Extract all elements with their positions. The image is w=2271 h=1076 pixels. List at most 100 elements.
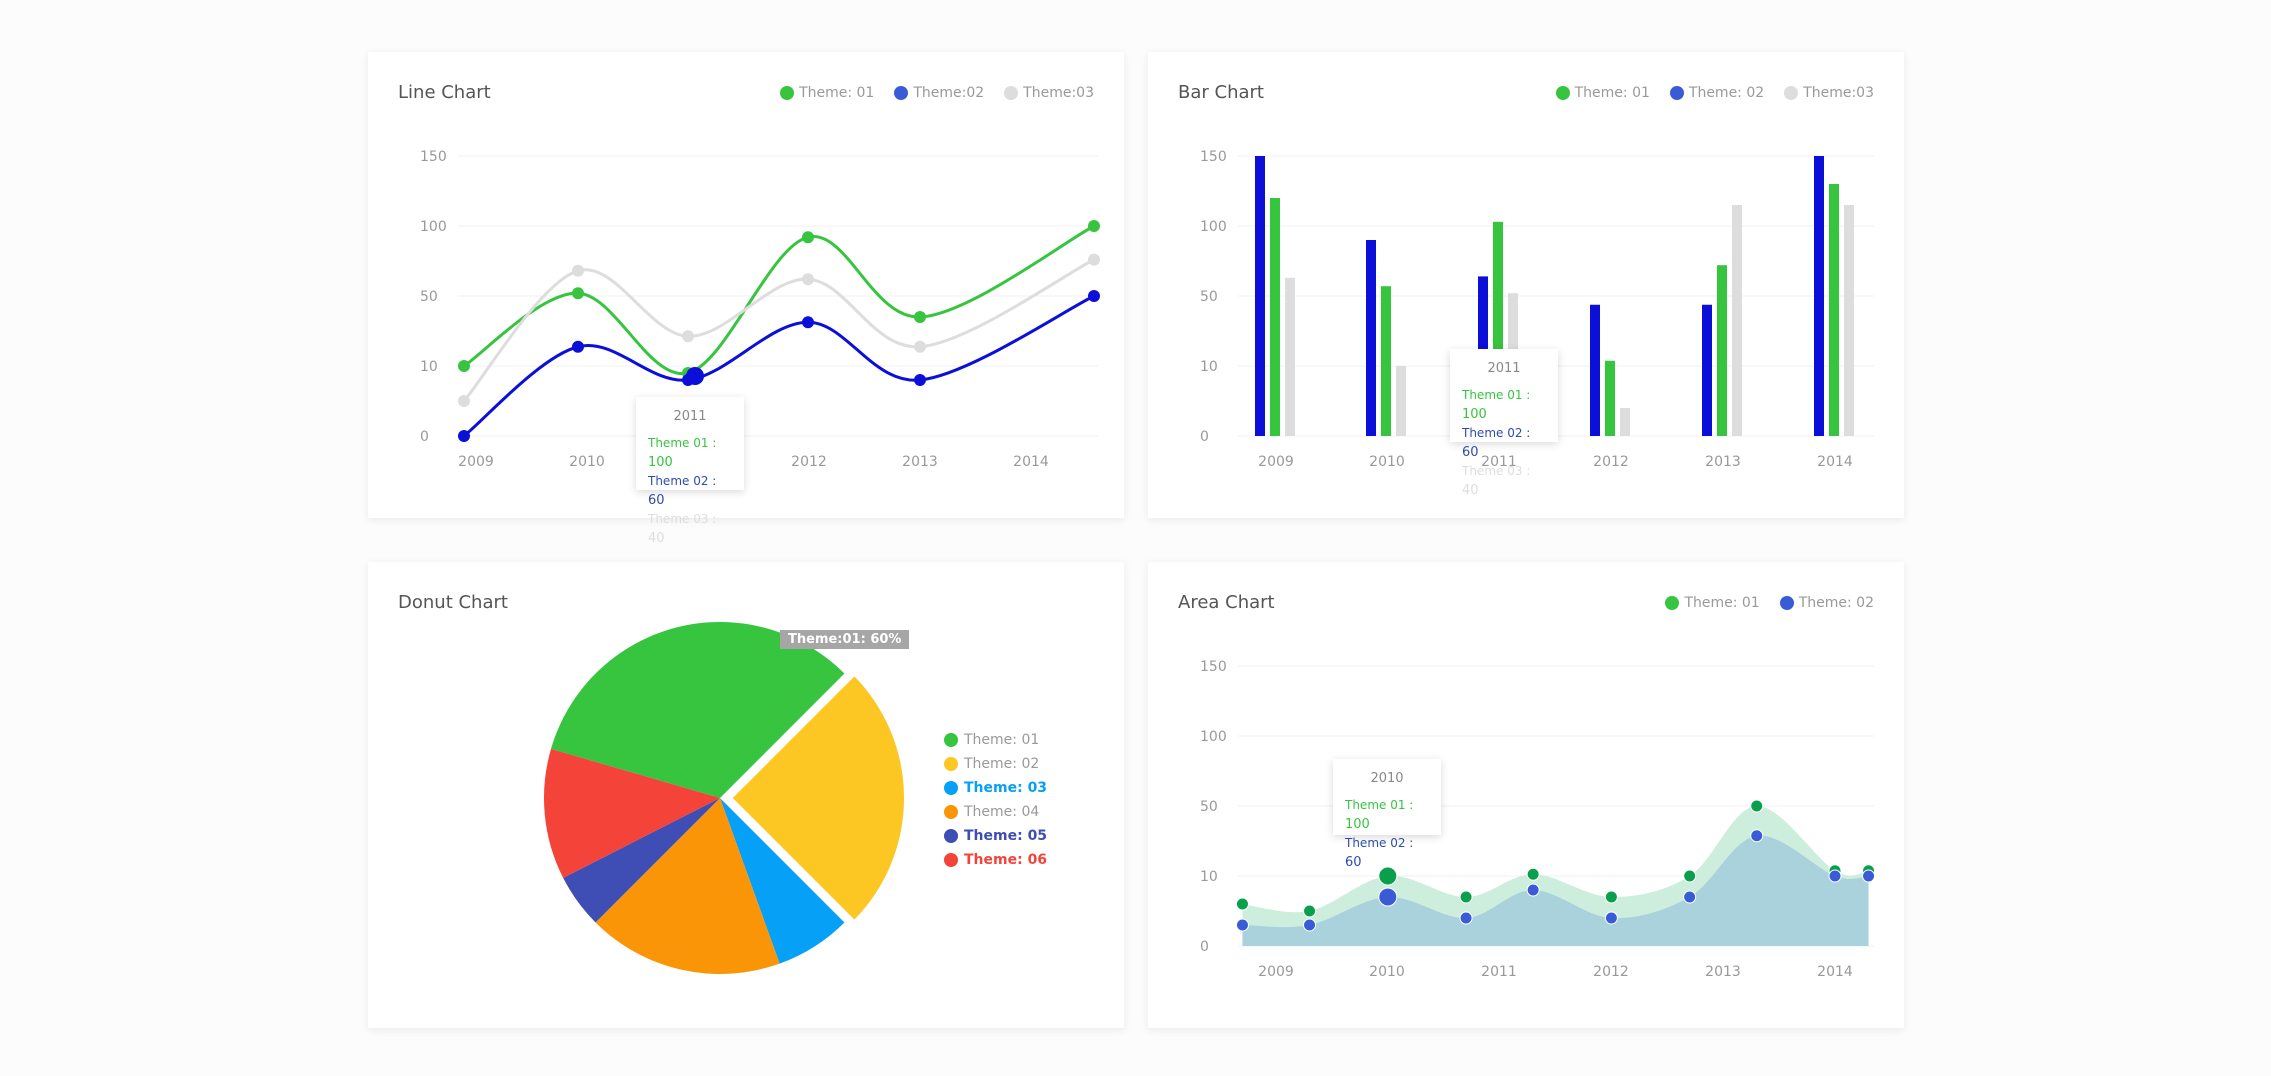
legend-dot-icon [944, 829, 958, 843]
bar-chart-legend: Theme: 01 Theme: 02 Theme:03 [1555, 85, 1874, 101]
legend-item-theme-01[interactable]: Theme: 01 [1555, 85, 1650, 101]
tooltip-title: 2011 [673, 409, 707, 424]
data-point [802, 273, 814, 286]
line-chart-plot: 0 10 50 100 150 2009 2010 2011 2012 2013 2014 [420, 149, 1100, 470]
tooltip-value: 60 [648, 493, 665, 508]
x-tick-label: 2009 [1258, 454, 1294, 470]
data-point [1862, 869, 1876, 883]
legend-item-theme-03[interactable]: Theme:03 [1004, 85, 1094, 101]
legend-dot-icon [894, 86, 909, 100]
legend-item-theme-02[interactable]: Theme: 02 [1669, 85, 1764, 101]
bar [1396, 366, 1406, 436]
legend-item-theme-01[interactable]: Theme: 01 [944, 728, 1047, 752]
y-tick-label: 100 [420, 219, 447, 235]
data-point [1526, 867, 1540, 881]
x-tick-label: 2010 [1369, 454, 1405, 470]
legend-dot-icon [780, 86, 795, 100]
pie-slice [720, 798, 845, 964]
tooltip-series-label: Theme 01 [1345, 798, 1406, 812]
tooltip-series-label: Theme 01 [648, 436, 709, 450]
y-tick-label: 50 [420, 289, 438, 305]
tooltip-title: 2011 [1487, 361, 1521, 376]
area-fill [1242, 835, 1869, 946]
legend-dot-icon [1669, 86, 1684, 100]
pie-hover-tag: Theme:01: 60% [780, 630, 910, 649]
data-point [1378, 866, 1398, 886]
data-point [914, 311, 926, 323]
pie-slice [563, 798, 720, 923]
data-point [1088, 290, 1100, 302]
y-tick-label: 0 [420, 429, 429, 445]
tooltip-row: Theme 01 : 100 [1462, 388, 1531, 422]
x-tick-label: 2009 [458, 454, 494, 470]
bar-chart-card: Bar Chart Theme: 01 Theme: 02 Theme:03 0… [1148, 52, 1904, 518]
legend-item-theme-05[interactable]: Theme: 05 [944, 824, 1047, 848]
tooltip-value: 100 [1462, 407, 1487, 422]
tooltip-row: Theme 02 : 60 [1345, 836, 1414, 870]
x-tick-label: 2014 [1817, 454, 1853, 470]
data-point [1459, 911, 1473, 925]
area-chart-legend: Theme: 01 Theme: 02 [1665, 595, 1874, 611]
data-point [802, 231, 814, 244]
legend-dot-icon [944, 757, 958, 771]
legend-item-theme-04[interactable]: Theme: 04 [944, 800, 1047, 824]
legend-item-theme-06[interactable]: Theme: 06 [944, 848, 1047, 872]
y-tick-label: 10 [1200, 359, 1218, 375]
legend-label: Theme: 01 [1684, 595, 1760, 611]
bar [1590, 304, 1600, 436]
x-tick-label: 2014 [1013, 454, 1049, 470]
y-tick-label: 100 [1200, 729, 1227, 745]
legend-label: Theme:02 [913, 85, 985, 101]
tooltip-row: Theme 01 : 100 [1345, 798, 1414, 832]
bar-chart-tooltip: 2011 Theme 01 : 100 Theme 02 : 60 Theme … [1450, 349, 1558, 498]
legend-dot-icon [1665, 596, 1680, 610]
data-point [1235, 897, 1249, 911]
legend-item-theme-02[interactable]: Theme: 02 [1779, 595, 1874, 611]
legend-dot-icon [1004, 86, 1019, 100]
bar [1381, 286, 1391, 436]
data-point [572, 287, 584, 300]
bar [1605, 360, 1615, 436]
tooltip-row: Theme 03 : 40 [1462, 464, 1531, 498]
bar [1844, 205, 1854, 436]
pie-slice [727, 670, 908, 926]
legend-dot-icon [1784, 86, 1799, 100]
tooltip-series-label: Theme 03 [1462, 464, 1523, 478]
data-point [1088, 253, 1100, 266]
legend-item-theme-03[interactable]: Theme: 03 [944, 776, 1047, 800]
series-line [463, 294, 1095, 438]
tooltip-value: 60 [1462, 445, 1479, 460]
legend-item-theme-02[interactable]: Theme:02 [894, 85, 984, 101]
data-point [1378, 887, 1398, 907]
data-point [1303, 904, 1317, 918]
legend-item-theme-03[interactable]: Theme:03 [1784, 85, 1874, 101]
data-point [1604, 890, 1618, 904]
y-tick-label: 150 [1200, 659, 1227, 675]
y-tick-label: 0 [1200, 939, 1209, 955]
x-tick-label: 2012 [791, 454, 827, 470]
tooltip-title: 2010 [1370, 771, 1404, 786]
line-chart-title: Line Chart [398, 82, 491, 103]
tooltip-value: 100 [1345, 817, 1370, 832]
bar [1829, 184, 1839, 436]
x-tick-label: 2013 [902, 454, 938, 470]
area-chart-plot: 0 10 50 100 150 2009 2010 2011 2012 2013 2014 [1200, 659, 1876, 980]
legend-item-theme-01[interactable]: Theme: 01 [780, 85, 874, 101]
data-point [1303, 918, 1317, 932]
x-tick-label: 2013 [1705, 964, 1741, 980]
x-tick-label: 2013 [1705, 454, 1741, 470]
x-tick-label: 2012 [1593, 454, 1629, 470]
x-tick-label: 2010 [1369, 964, 1405, 980]
legend-label: Theme: 05 [964, 828, 1048, 844]
data-point [1526, 883, 1540, 897]
legend-item-theme-02[interactable]: Theme: 02 [944, 752, 1047, 776]
legend-item-theme-01[interactable]: Theme: 01 [1665, 595, 1760, 611]
data-point [1088, 220, 1100, 232]
bar [1366, 240, 1376, 436]
y-tick-label: 150 [1200, 149, 1227, 165]
x-tick-label: 2011 [1481, 964, 1517, 980]
bar [1702, 304, 1712, 436]
donut-chart-legend: Theme: 01 Theme: 02 Theme: 03 Theme: 04 … [944, 728, 1047, 872]
legend-label: Theme: 04 [964, 804, 1040, 820]
data-point [1459, 890, 1473, 904]
